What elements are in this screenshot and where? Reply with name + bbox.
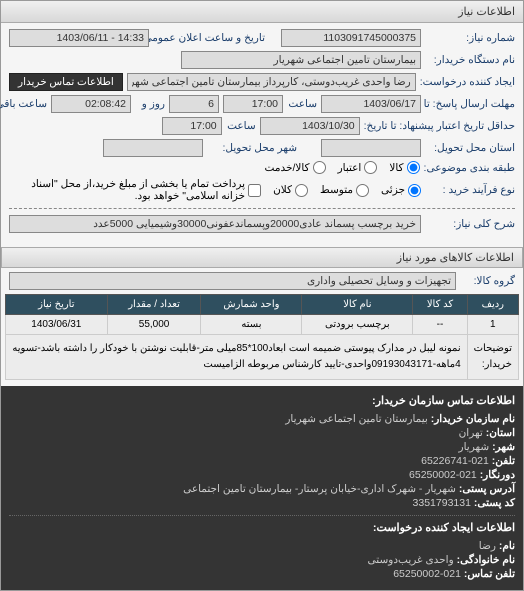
tel-k: تلفن: [492,455,515,467]
contact-section: اطلاعات تماس سازمان خریدار: نام سازمان خ… [1,386,523,590]
org-k: نام سازمان خریدار: [431,413,515,425]
province-input[interactable] [321,139,421,157]
deadline-date-input[interactable] [321,95,421,113]
radio-large-input[interactable] [295,184,308,197]
buyer-label: نام دستگاه خریدار: [425,54,515,66]
contact-button[interactable]: اطلاعات تماس خریدار [9,73,123,91]
remain-label: ساعت باقی مانده [0,98,47,110]
radio-credit-input[interactable] [364,161,377,174]
tel2-k: تلفن تماس: [464,568,515,580]
announce-input[interactable] [9,29,149,47]
cell-code: -- [413,315,467,335]
finance-note-check[interactable]: پرداخت تمام یا بخشی از مبلغ خرید،از محل … [9,178,261,202]
creator-label: ایجاد کننده درخواست: [420,76,515,88]
col-date: تاریخ نیاز [6,295,108,315]
divider [9,208,515,209]
radio-credit[interactable]: اعتبار [338,161,378,174]
radio-medium-input[interactable] [356,184,369,197]
cell-qty: 55,000 [107,315,201,335]
addr-v: شهریار - شهرک اداری-خیابان پرستار- بیمار… [183,483,456,495]
name-v: رضا [479,540,496,552]
group-label: گروه کالا: [460,275,515,287]
radio-small[interactable]: جزئی [381,184,421,197]
finance-note-checkbox[interactable] [248,184,261,197]
cell-date: 1403/06/31 [6,315,108,335]
radio-all[interactable]: کالا [389,161,419,174]
buy-type-label: نوع فرآیند خرید : [425,184,515,196]
desc-label: شرح کلی نیاز: [425,218,515,230]
finance-label: طبقه بندی موضوعی: [424,162,515,174]
radio-medium[interactable]: متوسط [320,184,369,197]
addr-k: آدرس پستی: [459,483,515,495]
radio-service[interactable]: کالا/خدمت [265,161,326,174]
remain-time-input[interactable] [51,95,131,113]
category-radios: کالا اعتبار کالا/خدمت [265,161,420,174]
remain-days-input[interactable] [169,95,219,113]
tel-v: 021-65226741 [421,455,489,467]
province-label: استان محل تحویل: [425,142,515,154]
col-name: نام کالا [302,295,413,315]
col-unit: واحد شمارش [201,295,302,315]
finance-note-text: پرداخت تمام یا بخشی از مبلغ خرید،از محل … [9,178,245,202]
col-row: ردیف [467,295,518,315]
fax-k: دورنگار: [480,469,515,481]
table-row[interactable]: 1 -- برچسب برودتی بسته 55,000 1403/06/31 [6,315,519,335]
cell-name: برچسب برودتی [302,315,413,335]
items-table: ردیف کد کالا نام کالا واحد شمارش تعداد /… [5,294,519,380]
col-qty: تعداد / مقدار [107,295,201,315]
creator-input[interactable] [127,73,416,91]
deadline-label: مهلت ارسال پاسخ: تا تاریخ: [425,98,515,110]
time-label-1: ساعت [287,98,317,110]
post-v: 3351793131 [413,497,471,509]
items-header: اطلاعات کالاهای مورد نیاز [1,247,523,268]
city-v: شهریار [459,441,490,453]
city-input[interactable] [103,139,203,157]
radio-service-input[interactable] [313,161,326,174]
group-input[interactable] [9,272,456,290]
req-no-input[interactable] [281,29,421,47]
announce-label: تاریخ و ساعت اعلان عمومی: [153,32,265,44]
lname-k: نام خانوادگی: [457,554,515,566]
note-text: نمونه لیبل در مدارک پیوستی ضمیمه است ابع… [6,335,468,380]
desc-input[interactable] [9,215,421,233]
main-section: شماره نیاز: تاریخ و ساعت اعلان عمومی: نا… [1,23,523,243]
sub-contact-header: اطلاعات ایجاد کننده درخواست: [9,515,515,534]
need-info-panel: اطلاعات نیاز شماره نیاز: تاریخ و ساعت اع… [0,0,524,591]
note-label: توضیحات خریدار: [467,335,518,380]
org-v: بیمارستان تامین اجتماعی شهریار [285,413,427,425]
tel2-v: 021-65250002 [393,568,461,580]
col-code: کد کالا [413,295,467,315]
cell-row: 1 [467,315,518,335]
radio-all-input[interactable] [407,161,420,174]
radio-large[interactable]: کلان [273,184,308,197]
min-valid-time-input[interactable] [162,117,222,135]
prov-v: تهران [459,427,483,439]
min-valid-label: حداقل تاریخ اعتبار پیشنهاد: تا تاریخ: [364,120,515,132]
prov-k: استان: [486,427,515,439]
name-k: نام: [499,540,515,552]
lname-v: واحدی غریب‌دوستی [368,554,454,566]
time-label-2: ساعت [226,120,256,132]
buyer-input[interactable] [181,51,421,69]
contact-header: اطلاعات تماس سازمان خریدار: [9,394,515,407]
day-label: روز و [135,98,165,110]
table-header-row: ردیف کد کالا نام کالا واحد شمارش تعداد /… [6,295,519,315]
cell-unit: بسته [201,315,302,335]
panel-title: اطلاعات نیاز [1,1,523,23]
fax-v: 021-65250002 [409,469,477,481]
deadline-time-input[interactable] [223,95,283,113]
min-valid-date-input[interactable] [260,117,360,135]
size-radios: جزئی متوسط کلان [273,184,421,197]
city-label: شهر محل تحویل: [207,142,297,154]
city-k: شهر: [492,441,515,453]
post-k: کد پستی: [474,497,515,509]
note-row: توضیحات خریدار: نمونه لیبل در مدارک پیوس… [6,335,519,380]
req-no-label: شماره نیاز: [425,32,515,44]
radio-small-input[interactable] [408,184,421,197]
